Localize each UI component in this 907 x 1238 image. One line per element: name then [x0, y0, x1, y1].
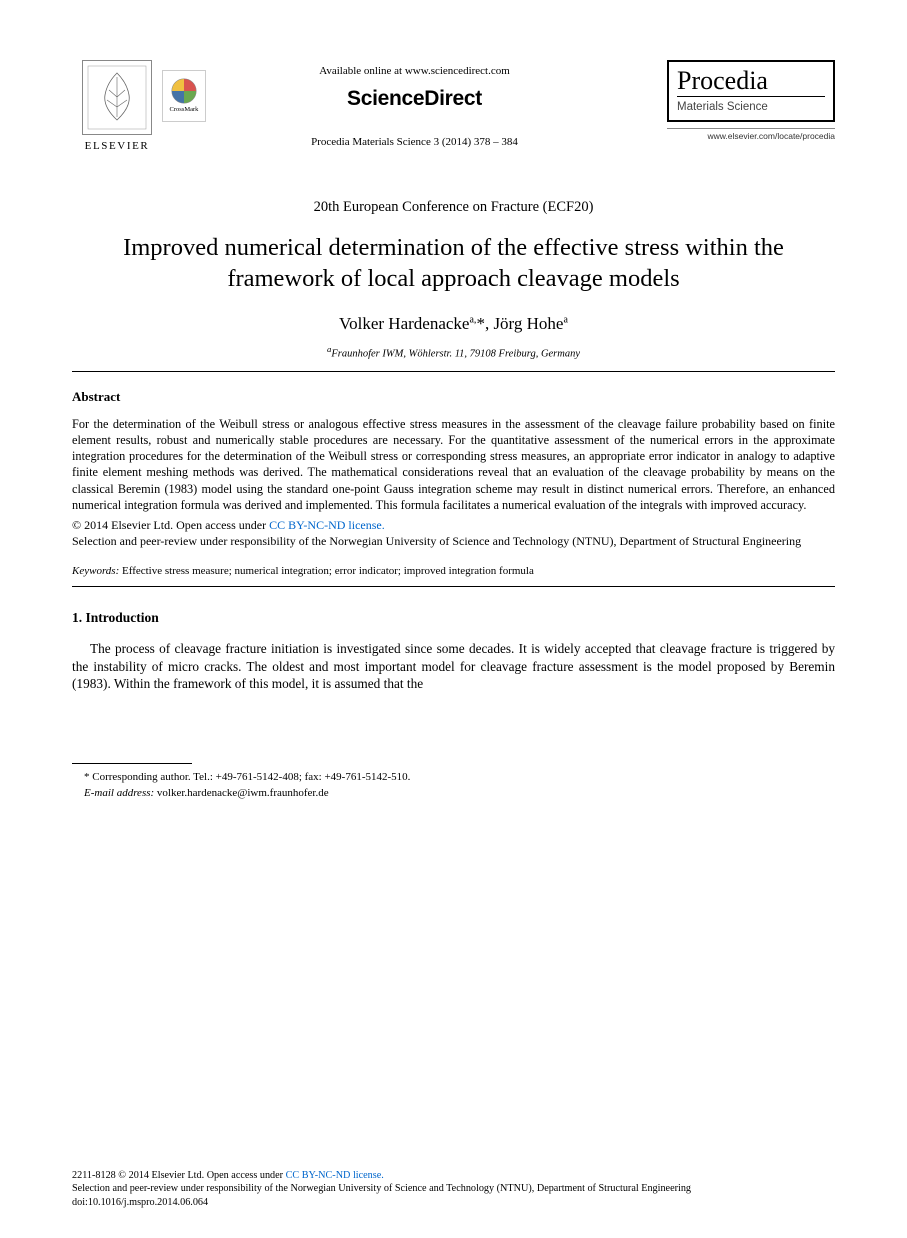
peer-review-text: Selection and peer-review under responsi…	[72, 534, 801, 548]
corr-author-contact: * Corresponding author. Tel.: +49-761-51…	[72, 770, 835, 785]
elsevier-tree-icon	[82, 60, 152, 135]
header-center: Available online at www.sciencedirect.co…	[162, 60, 667, 150]
journal-brand-block: Procedia Materials Science www.elsevier.…	[667, 60, 835, 142]
author-1-corr-mark: *,	[476, 314, 493, 333]
doi-text: doi:10.1016/j.mspro.2014.06.064	[72, 1196, 835, 1210]
footer-license-link[interactable]: CC BY-NC-ND license.	[286, 1170, 384, 1181]
issn-copyright: 2211-8128 © 2014 Elsevier Ltd.	[72, 1170, 207, 1181]
publisher-block: ELSEVIER	[72, 60, 162, 154]
open-access-text: Open access under	[176, 518, 269, 532]
author-list: Volker Hardenackea,*, Jörg Hohea	[72, 313, 835, 336]
footer-peer-review: Selection and peer-review under responsi…	[72, 1182, 835, 1196]
keywords-label: Keywords:	[72, 565, 119, 577]
copyright-prefix: © 2014 Elsevier Ltd.	[72, 518, 176, 532]
license-link[interactable]: CC BY-NC-ND license.	[269, 518, 385, 532]
header-row: ELSEVIER CrossMark Available online at w…	[72, 60, 835, 154]
affiliation-text: Fraunhofer IWM, Wöhlerstr. 11, 79108 Fre…	[331, 348, 580, 359]
journal-reference: Procedia Materials Science 3 (2014) 378 …	[311, 135, 518, 150]
paper-title: Improved numerical determination of the …	[72, 233, 835, 294]
conference-name: 20th European Conference on Fracture (EC…	[72, 198, 835, 218]
abstract-heading: Abstract	[72, 388, 835, 406]
page-footer: 2211-8128 © 2014 Elsevier Ltd. Open acce…	[72, 1169, 835, 1210]
elsevier-label: ELSEVIER	[85, 139, 150, 154]
footnote-separator	[72, 763, 192, 764]
introduction-heading: 1. Introduction	[72, 609, 835, 627]
procedia-subtitle: Materials Science	[677, 96, 825, 116]
corresponding-author-footnote: * Corresponding author. Tel.: +49-761-51…	[72, 770, 835, 801]
crossmark-icon	[171, 78, 197, 104]
author-2-affil-sup: a	[563, 314, 567, 325]
keywords-text: Effective stress measure; numerical inte…	[119, 565, 534, 577]
crossmark-label: CrossMark	[170, 106, 199, 115]
introduction-para-1: The process of cleavage fracture initiat…	[72, 640, 835, 694]
footer-open-access: Open access under	[207, 1170, 286, 1181]
sciencedirect-logo: ScienceDirect	[347, 85, 482, 113]
rule-top	[72, 371, 835, 372]
abstract-body: For the determination of the Weibull str…	[72, 416, 835, 513]
author-1-name: Volker Hardenacke	[339, 314, 469, 333]
rule-bottom	[72, 586, 835, 587]
procedia-url: www.elsevier.com/locate/procedia	[667, 128, 835, 142]
email-label: E-mail address:	[84, 787, 154, 799]
author-2-name: Jörg Hohe	[493, 314, 563, 333]
crossmark-badge[interactable]: CrossMark	[162, 70, 206, 122]
keywords-line: Keywords: Effective stress measure; nume…	[72, 564, 835, 579]
affiliation-line: aFraunhofer IWM, Wöhlerstr. 11, 79108 Fr…	[72, 344, 835, 362]
copyright-block: © 2014 Elsevier Ltd. Open access under C…	[72, 517, 835, 549]
email-value: volker.hardenacke@iwm.fraunhofer.de	[154, 787, 328, 799]
available-online-text: Available online at www.sciencedirect.co…	[319, 64, 510, 79]
procedia-box: Procedia Materials Science	[667, 60, 835, 122]
procedia-title: Procedia	[677, 68, 825, 94]
